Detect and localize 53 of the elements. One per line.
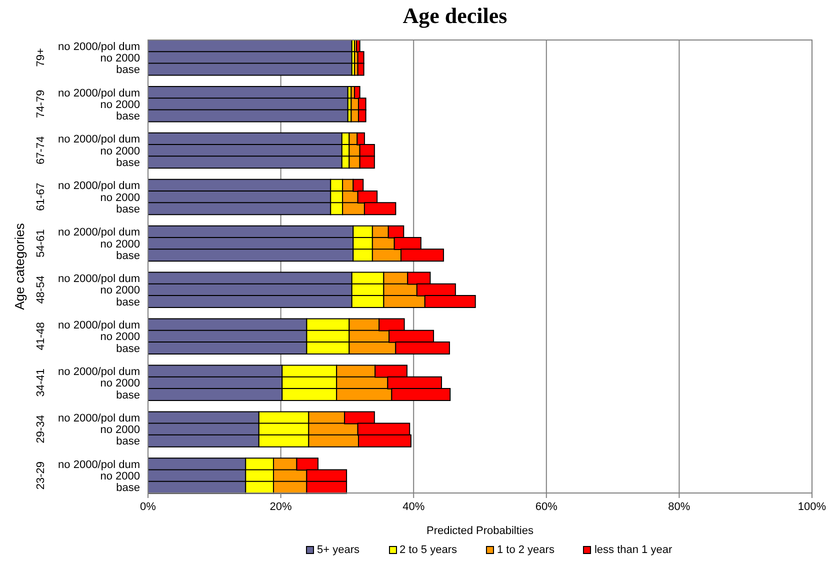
- x-tick-label: 40%: [402, 500, 425, 513]
- y-tick-label: no 2000: [100, 470, 140, 483]
- text: 41-48: [35, 322, 47, 350]
- y-tick-label: no 2000/pol dum: [58, 412, 140, 424]
- y-tick-label: no 2000: [100, 284, 140, 297]
- y-tick-label: no 2000/pol dum: [58, 366, 140, 378]
- chart-title: Age deciles: [402, 3, 508, 28]
- y-tick-label: no 2000/pol dum: [58, 458, 140, 471]
- y-tick-label: no 2000: [100, 424, 140, 436]
- text: 61-67: [35, 182, 47, 211]
- y-tick-label: no 2000/pol dum: [58, 226, 140, 239]
- y-tick-label: base: [116, 250, 140, 262]
- y-tick-label: base: [116, 342, 140, 355]
- y-tick-label: base: [116, 389, 140, 402]
- text: 48-54: [35, 276, 47, 304]
- text: 67-74: [35, 136, 47, 164]
- y-tick-label: no 2000/pol dum: [58, 134, 140, 146]
- y-tick-label: base: [116, 64, 140, 76]
- x-axis-title: Predicted Probabilties: [426, 525, 534, 537]
- y-tick-label: base: [116, 482, 140, 494]
- y-tick-label: no 2000: [100, 98, 140, 111]
- legend-label: 2 to 5 years: [400, 543, 457, 557]
- x-tick-label: 20%: [270, 500, 292, 513]
- y-tick-label: no 2000: [100, 52, 140, 64]
- text: 74-79: [35, 90, 47, 118]
- y-tick-label: no 2000: [100, 331, 140, 344]
- legend-label: 5+ years: [317, 543, 360, 557]
- y-tick-label: no 2000/pol dum: [58, 40, 140, 53]
- x-tick-label: 100%: [798, 500, 826, 513]
- x-tick-label: 60%: [535, 500, 558, 513]
- y-tick-label: no 2000/pol dum: [58, 320, 140, 332]
- legend-label: less than 1 year: [594, 543, 672, 557]
- y-tick-label: base: [116, 110, 140, 122]
- y-tick-label: no 2000/pol dum: [58, 87, 140, 100]
- text: 54-61: [35, 229, 47, 258]
- y-axis-title: Age categories: [12, 222, 26, 310]
- x-tick-label: 0%: [140, 500, 156, 513]
- y-tick-label: no 2000/pol dum: [58, 273, 140, 286]
- text: 29-34: [35, 415, 47, 444]
- y-tick-label: no 2000: [100, 378, 140, 390]
- x-tick-label: 80%: [668, 500, 690, 513]
- text: 34-41: [35, 368, 47, 397]
- y-tick-label: base: [116, 156, 140, 169]
- y-tick-label: no 2000: [100, 192, 140, 204]
- legend-label: 1 to 2 years: [496, 543, 554, 557]
- y-tick-label: base: [116, 296, 140, 308]
- y-tick-label: base: [116, 436, 140, 448]
- y-tick-label: no 2000/pol dum: [58, 180, 140, 192]
- text: 79+: [35, 48, 47, 67]
- y-tick-label: base: [116, 203, 140, 216]
- y-tick-label: no 2000: [100, 238, 140, 250]
- text: 23-29: [35, 462, 47, 490]
- y-tick-label: no 2000: [100, 145, 140, 158]
